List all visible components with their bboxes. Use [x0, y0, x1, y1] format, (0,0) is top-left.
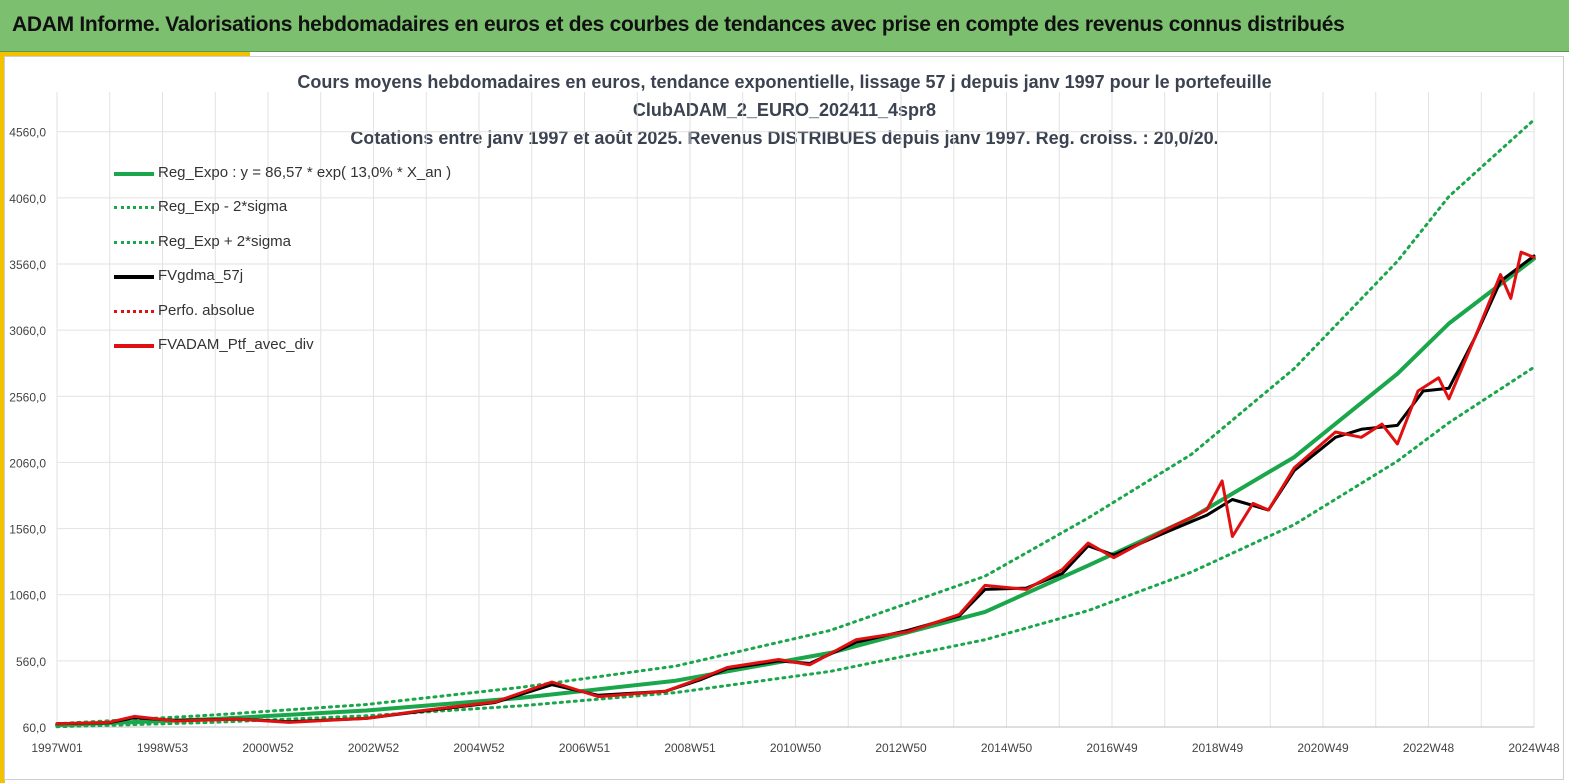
x-tick-label: 2016W49 [1086, 741, 1138, 755]
x-tick-label: 1997W01 [31, 741, 83, 755]
y-tick-label: 2060,0 [9, 456, 46, 470]
x-tick-label: 2000W52 [242, 741, 294, 755]
legend-swatch-reg-expo [114, 172, 154, 176]
y-tick-label: 60,0 [23, 721, 47, 735]
x-tick-label: 2014W50 [981, 741, 1033, 755]
y-tick-label: 3560,0 [9, 258, 46, 272]
x-tick-label: 2002W52 [348, 741, 400, 755]
accent-bar-top [0, 52, 250, 56]
y-tick-label: 1060,0 [9, 589, 46, 603]
x-tick-label: 2024W48 [1508, 741, 1560, 755]
legend-swatch-reg-exp-minus [114, 206, 154, 210]
legend-swatch-fvadam [114, 343, 154, 348]
y-tick-label: 4560,0 [9, 126, 46, 140]
legend-swatch-perfo-absolue [114, 309, 154, 313]
legend-swatch-reg-exp-plus [114, 240, 154, 244]
x-tick-label: 2004W52 [453, 741, 505, 755]
chart-title-line-3: Cotations entre janv 1997 et août 2025. … [350, 128, 1219, 148]
x-tick-label: 2020W49 [1297, 741, 1349, 755]
y-tick-label: 2560,0 [9, 390, 46, 404]
y-tick-label: 3060,0 [9, 324, 46, 338]
header-banner: ADAM Informe. Valorisations hebdomadaire… [0, 0, 1569, 52]
legend-label-fvgdma: FVgdma_57j [158, 267, 244, 285]
legend-label-perfo-absolue: Perfo. absolue [158, 301, 255, 319]
x-tick-label: 2022W48 [1403, 741, 1455, 755]
y-tick-label: 560,0 [16, 655, 46, 669]
series-reg-expo [55, 256, 1536, 727]
legend-label-reg-exp-plus: Reg_Exp + 2*sigma [158, 232, 291, 250]
x-tick-label: 2008W51 [664, 741, 716, 755]
series-reg-exp-minus [55, 365, 1536, 729]
x-tick-label: 2018W49 [1192, 741, 1244, 755]
page-title: ADAM Informe. Valorisations hebdomadaire… [12, 13, 1345, 36]
y-tick-label: 1560,0 [9, 523, 46, 537]
legend-label-fvadam: FVADAM_Ptf_avec_div [158, 335, 314, 353]
x-tick-label: 2010W50 [770, 741, 822, 755]
legend-swatch-fvgdma [114, 275, 154, 280]
chart-title-line-2: ClubADAM_2_EURO_202411_4spr8 [632, 100, 937, 120]
accent-bar-left [0, 52, 5, 783]
legend-label-reg-expo: Reg_Expo : y = 86,57 * exp( 13,0% * X_an… [158, 164, 452, 181]
series-fvadam [55, 250, 1536, 726]
legend-label-reg-exp-minus: Reg_Exp - 2*sigma [158, 198, 288, 216]
series-reg-exp-plus [55, 118, 1536, 726]
x-tick-label: 1998W53 [137, 741, 189, 755]
x-tick-label: 2006W51 [559, 741, 611, 755]
y-tick-label: 4060,0 [9, 192, 46, 206]
x-tick-label: 2012W50 [875, 741, 927, 755]
chart-title-line-1: Cours moyens hebdomadaires en euros, ten… [297, 72, 1272, 92]
